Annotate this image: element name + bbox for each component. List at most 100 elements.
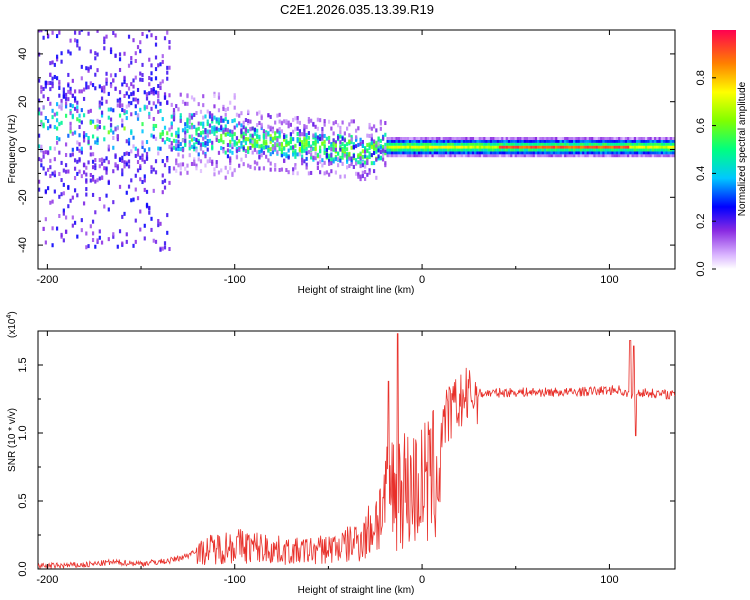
spectrogram-cell [618, 148, 621, 152]
spectrogram-cell [377, 141, 380, 146]
spectrogram-cell [202, 121, 205, 126]
spectrogram-cell [433, 137, 437, 141]
spectrogram-cell [49, 61, 52, 66]
spectrogram-cell [296, 171, 299, 176]
spectrogram-cell [555, 148, 558, 152]
spectrogram-cell [570, 145, 574, 149]
spectrogram-cell [406, 154, 410, 158]
spectrogram-cell [381, 157, 385, 162]
spectrogram-cell [82, 201, 86, 206]
snr-y-label: SNR (10 * v/v) [7, 408, 18, 472]
spectrogram-x-ticks: -200 -100 0 100 [36, 30, 619, 286]
spectrogram-cell [665, 145, 668, 149]
spectrogram-cell [82, 134, 86, 139]
spectrogram-cell [157, 84, 160, 89]
spectrogram-cell [73, 38, 77, 43]
spectrogram-cell [242, 162, 245, 167]
spectrogram-cell [323, 119, 326, 124]
spectrogram-cell [94, 51, 97, 56]
spectrogram-cell [213, 167, 216, 172]
spectrogram-cell [247, 121, 250, 126]
spectrogram-cell [112, 135, 115, 140]
spectrogram-cell [492, 139, 495, 143]
spectrogram-cell [672, 139, 675, 143]
spectrogram-cell [71, 78, 74, 83]
spectrogram-cell [319, 145, 322, 150]
spectrogram-cell [609, 137, 612, 141]
spectrogram-cell [80, 218, 83, 223]
spectrogram-cell [325, 152, 328, 157]
spectrogram-cell [256, 111, 259, 116]
spectrogram-cell [372, 141, 376, 146]
spectrogram-cell [46, 96, 50, 101]
spectrogram-cell [393, 145, 396, 149]
spectrogram-cell [249, 164, 252, 169]
spectrogram-cell [301, 161, 304, 166]
spectrogram-cell [555, 151, 558, 155]
spectrogram-cell [606, 137, 610, 141]
spectrogram-cell [85, 245, 88, 250]
spectrogram-cell [166, 136, 169, 141]
spectrogram-cell [350, 156, 353, 161]
spectrogram-cell [91, 119, 95, 124]
colorbar-tick-label: 0.2 [695, 214, 707, 229]
spectrogram-cell [136, 168, 140, 173]
spectrogram-cell [87, 66, 90, 71]
spectrogram-cell [456, 137, 459, 141]
spectrogram-cell [60, 106, 63, 111]
spectrogram-cell [516, 148, 520, 152]
spectrogram-cell [566, 137, 569, 141]
spectrogram-cell [577, 148, 580, 152]
spectrogram-cell [121, 103, 124, 108]
spectrogram-cell [467, 151, 470, 155]
spectrogram-cell [121, 168, 124, 173]
spectrogram-cell [134, 239, 137, 244]
spectrogram-cell [456, 151, 459, 155]
spectrogram-cell [188, 146, 191, 151]
spectrogram-cell [415, 139, 419, 143]
spectrogram-cell [496, 139, 500, 143]
spectrogram-cell [94, 244, 97, 249]
spectrogram-cell [307, 140, 310, 145]
spectrogram-cell [460, 137, 464, 141]
spectrogram-cell [638, 154, 641, 158]
spectrogram-cell [399, 154, 403, 158]
spectrogram-cell [357, 153, 360, 158]
spectrogram-cell [229, 139, 232, 144]
spectrogram-cell [159, 101, 162, 106]
spectrogram-cell [537, 154, 540, 158]
spectrogram-cell [359, 161, 362, 166]
spectrogram-cell [629, 151, 632, 155]
spectrogram-cell [217, 92, 221, 97]
spectrogram-cell [141, 73, 144, 78]
spectrogram-cell [244, 136, 248, 141]
spectrogram-cell [602, 151, 605, 155]
spectrogram-cell [557, 145, 560, 149]
spectrogram-cell [103, 46, 106, 51]
snr-x-tick-label: 0 [419, 574, 425, 586]
spectrogram-cell [217, 117, 221, 122]
spectrogram-cell [377, 154, 380, 159]
spectrogram-cell [485, 137, 488, 141]
spectrogram-cell [559, 142, 562, 146]
spectrogram-cell [132, 97, 135, 102]
spectrogram-cell [438, 154, 441, 158]
spectrogram-cell [591, 142, 594, 146]
spectrogram-cell [651, 154, 655, 158]
spectrogram-cell [597, 139, 601, 143]
spectrogram-cell [352, 153, 355, 158]
spectrogram-cell [636, 151, 639, 155]
spectrogram-cell [316, 161, 319, 166]
spectrogram-cell [321, 163, 324, 168]
spectrogram-cell [222, 140, 225, 145]
spectrogram-cell [303, 159, 306, 164]
spectrogram-cell [424, 151, 428, 155]
spectrogram-cell [582, 151, 585, 155]
spectrogram-cell [618, 142, 621, 146]
spectrogram-cell [98, 103, 101, 108]
spectrogram-cell [552, 151, 556, 155]
spectrogram-cell [303, 124, 306, 129]
spectrogram-cell [154, 35, 158, 40]
spectrogram-cell [58, 137, 61, 142]
spectrogram-cell [211, 144, 214, 149]
